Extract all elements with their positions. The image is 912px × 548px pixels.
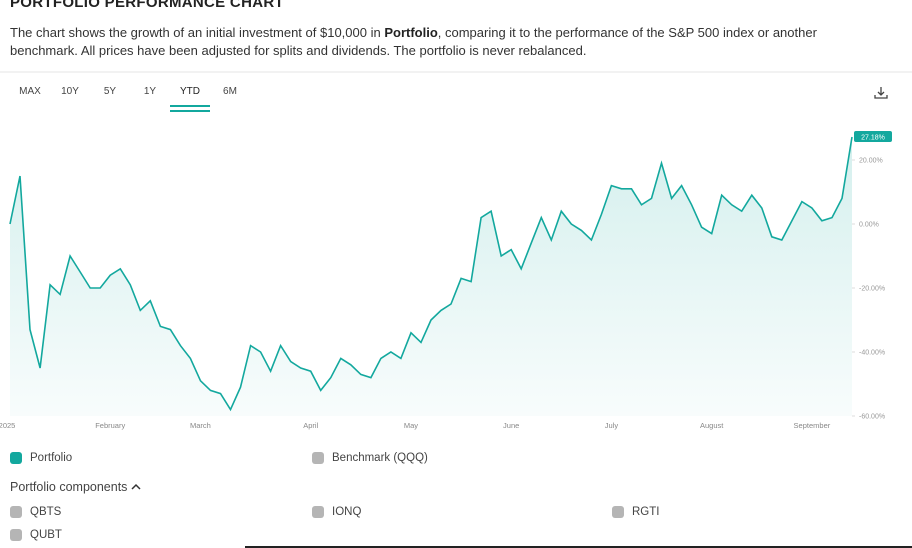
x-tick-label: September [794, 421, 831, 430]
x-tick-label: February [95, 421, 125, 430]
text: The chart shows the growth of an initial… [10, 25, 385, 40]
legend-swatch [10, 452, 22, 464]
x-tick-label: June [503, 421, 519, 430]
x-tick-label: March [190, 421, 211, 430]
y-tick-label: -40.00% [859, 350, 885, 357]
y-tick-label: -20.00% [859, 286, 885, 293]
component-swatch [612, 506, 624, 518]
x-tick-label: April [303, 421, 318, 430]
legend-item[interactable]: Portfolio [10, 452, 72, 464]
y-tick-label: -60.00% [859, 414, 885, 421]
components-title[interactable]: Portfolio components [10, 480, 141, 494]
tab[interactable]: 1Y [143, 86, 157, 97]
component-label: QUBT [30, 529, 62, 541]
tab[interactable]: YTD [170, 86, 210, 107]
value-label: 27.18% [861, 135, 885, 142]
text: , comparing it to the performance of the… [10, 25, 817, 58]
tab[interactable]: MAX [19, 86, 41, 97]
component-item[interactable]: RGTI [612, 506, 659, 518]
tab[interactable]: 10Y [61, 86, 79, 97]
component-label: QBTS [30, 506, 62, 518]
area [10, 137, 852, 416]
text: Portfolio components [10, 480, 128, 494]
component-item[interactable]: QBTS [10, 506, 61, 518]
component-swatch [10, 506, 22, 518]
legend-item[interactable]: Benchmark (QQQ) [312, 452, 428, 464]
component-item[interactable]: QUBT [10, 529, 62, 541]
component-label: RGTI [632, 506, 660, 518]
legend-swatch [312, 452, 324, 464]
description: The chart shows the growth of an initial… [10, 24, 860, 60]
component-item[interactable]: IONQ [312, 506, 361, 518]
component-swatch [10, 529, 22, 541]
legend-label: Portfolio [30, 452, 73, 464]
legend-label: Benchmark (QQQ) [332, 452, 428, 464]
title: PORTFOLIO PERFORMANCE CHART [10, 0, 284, 11]
chevron [131, 483, 141, 490]
x-tick-label: May [404, 421, 418, 430]
text-bold: Portfolio [384, 25, 438, 40]
y-tick-label: 0.00% [859, 222, 879, 229]
y-tick-label: 20.00% [859, 158, 883, 165]
download-icon[interactable] [874, 87, 888, 99]
x-tick-label: July [605, 421, 619, 430]
line [9, 136, 853, 412]
x-tick-label: 2025 [0, 421, 15, 430]
tab[interactable]: 5Y [103, 86, 117, 97]
component-swatch [312, 506, 324, 518]
component-label: IONQ [332, 506, 362, 518]
value-badge [854, 131, 892, 143]
tab[interactable]: 6M [223, 86, 237, 97]
x-tick-label: August [700, 421, 724, 430]
